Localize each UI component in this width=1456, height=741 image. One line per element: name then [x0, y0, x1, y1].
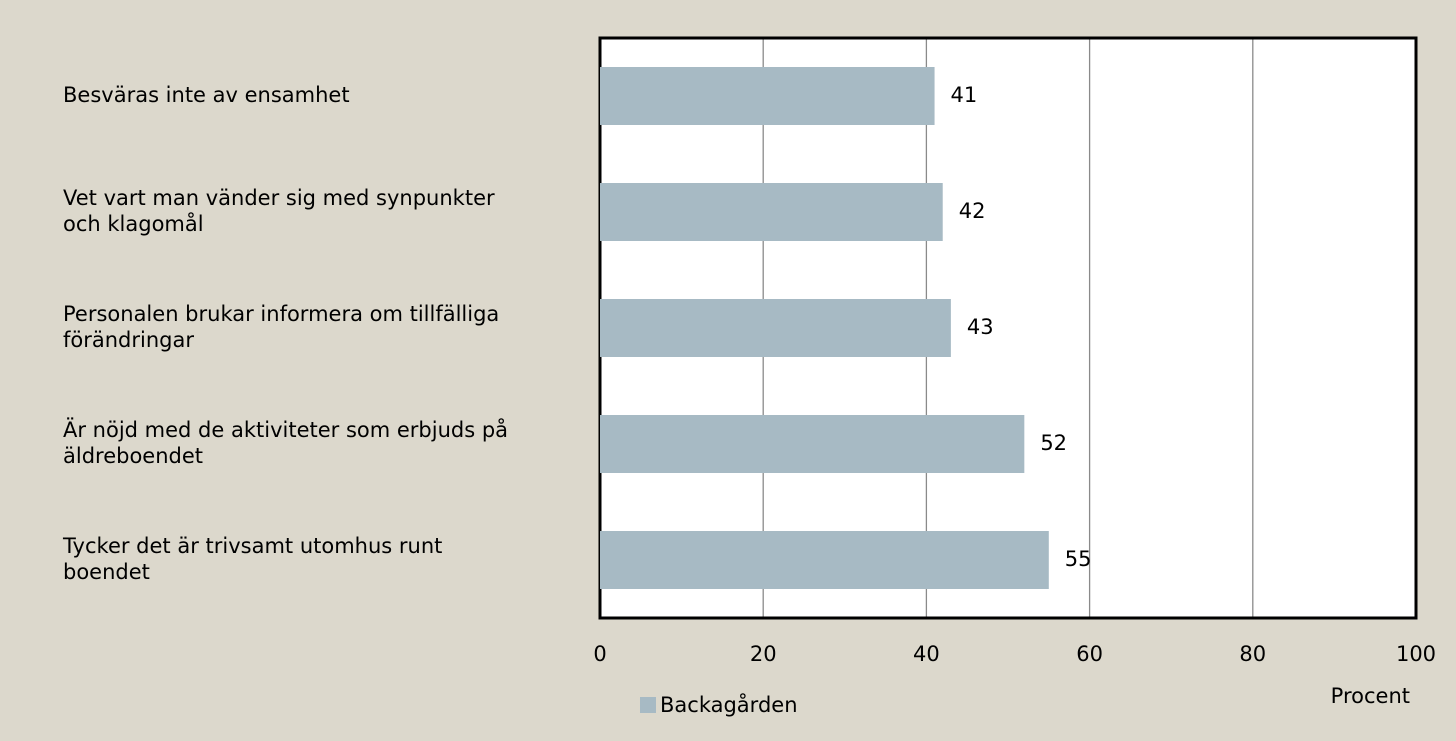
bar: [600, 531, 1049, 589]
category-label: Personalen brukar informera om tillfälli…: [63, 302, 499, 352]
category-label: Besväras inte av ensamhet: [63, 83, 350, 107]
bar: [600, 415, 1025, 473]
legend-swatch: [640, 697, 656, 713]
value-label: 43: [967, 315, 994, 339]
legend-label: Backagården: [660, 692, 798, 717]
x-tick-label: 60: [1076, 642, 1103, 666]
value-label: 42: [959, 199, 986, 223]
x-axis-label: Procent: [1331, 684, 1410, 708]
x-tick-label: 20: [750, 642, 777, 666]
bar: [600, 183, 943, 241]
bar: [600, 67, 935, 125]
value-label: 52: [1040, 431, 1067, 455]
x-tick-label: 80: [1239, 642, 1266, 666]
category-label: Vet vart man vänder sig med synpunkter oc…: [63, 186, 495, 236]
x-tick-label: 40: [913, 642, 940, 666]
category-label: Tycker det är trivsamt utomhus runt boend…: [62, 534, 442, 584]
category-label: Är nöjd med de aktiviteter som erbjuds p…: [63, 417, 508, 468]
x-tick-label: 100: [1396, 642, 1436, 666]
value-label: 55: [1065, 547, 1092, 571]
x-tick-label: 0: [593, 642, 606, 666]
value-label: 41: [951, 83, 978, 107]
bar: [600, 299, 951, 357]
